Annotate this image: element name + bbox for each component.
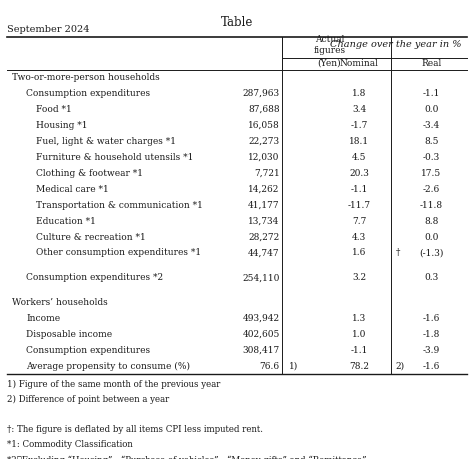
Text: Furniture & household utensils *1: Furniture & household utensils *1 [36, 153, 193, 162]
Text: 3.4: 3.4 [352, 105, 366, 114]
Text: 0.3: 0.3 [424, 273, 438, 282]
Text: Food *1: Food *1 [36, 105, 71, 114]
Text: Medical care *1: Medical care *1 [36, 185, 108, 194]
Text: 1.6: 1.6 [352, 248, 366, 257]
Text: 1): 1) [289, 362, 299, 370]
Text: 22,273: 22,273 [248, 137, 280, 146]
Text: Two-or-more-person households: Two-or-more-person households [12, 73, 160, 82]
Text: 12,030: 12,030 [248, 153, 280, 162]
Text: 1.0: 1.0 [352, 330, 366, 339]
Text: Income: Income [26, 314, 60, 323]
Text: †: The figure is deflated by all items CPI less imputed rent.: †: The figure is deflated by all items C… [7, 425, 263, 434]
Text: 287,963: 287,963 [243, 89, 280, 98]
Text: Nominal: Nominal [340, 59, 379, 68]
Text: Consumption expenditures: Consumption expenditures [26, 346, 150, 355]
Text: Actual
figures
(Yen): Actual figures (Yen) [313, 34, 346, 67]
Text: (-1.3): (-1.3) [419, 248, 444, 257]
Text: -3.9: -3.9 [423, 346, 440, 355]
Text: 16,058: 16,058 [248, 121, 280, 130]
Text: Consumption expenditures *2: Consumption expenditures *2 [26, 273, 163, 282]
Text: Transportation & communication *1: Transportation & communication *1 [36, 201, 202, 210]
Text: 4.3: 4.3 [352, 233, 366, 241]
Text: Workers’ households: Workers’ households [12, 298, 108, 307]
Text: 1.8: 1.8 [352, 89, 366, 98]
Text: 493,942: 493,942 [243, 314, 280, 323]
Text: 18.1: 18.1 [349, 137, 369, 146]
Text: 28,272: 28,272 [248, 233, 280, 241]
Text: *2：Excluding “Housing” , “Purchase of vehicles” , “Money gifts” and “Remittance”: *2：Excluding “Housing” , “Purchase of ve… [7, 455, 367, 459]
Text: 1) Figure of the same month of the previous year: 1) Figure of the same month of the previ… [7, 380, 220, 389]
Text: Real: Real [421, 59, 441, 68]
Text: 78.2: 78.2 [349, 362, 369, 370]
Text: Consumption expenditures: Consumption expenditures [26, 89, 150, 98]
Text: *1: Commodity Classification: *1: Commodity Classification [7, 440, 133, 449]
Text: Culture & recreation *1: Culture & recreation *1 [36, 233, 146, 241]
Text: -1.8: -1.8 [423, 330, 440, 339]
Text: 7,721: 7,721 [254, 169, 280, 178]
Text: 0.0: 0.0 [424, 105, 438, 114]
Text: -11.8: -11.8 [420, 201, 443, 210]
Text: 0.0: 0.0 [424, 233, 438, 241]
Text: Other consumption expenditures *1: Other consumption expenditures *1 [36, 248, 201, 257]
Text: 13,734: 13,734 [248, 217, 280, 226]
Text: -1.1: -1.1 [423, 89, 440, 98]
Text: 44,747: 44,747 [248, 248, 280, 257]
Text: 402,605: 402,605 [242, 330, 280, 339]
Text: -1.1: -1.1 [351, 346, 368, 355]
Text: 308,417: 308,417 [242, 346, 280, 355]
Text: 254,110: 254,110 [242, 273, 280, 282]
Text: Education *1: Education *1 [36, 217, 95, 226]
Text: -1.7: -1.7 [351, 121, 368, 130]
Text: 17.5: 17.5 [421, 169, 441, 178]
Text: 20.3: 20.3 [349, 169, 369, 178]
Text: 3.2: 3.2 [352, 273, 366, 282]
Text: 2): 2) [396, 362, 405, 370]
Text: 4.5: 4.5 [352, 153, 366, 162]
Text: 7.7: 7.7 [352, 217, 366, 226]
Text: Table: Table [221, 16, 253, 29]
Text: †: † [396, 248, 400, 257]
Text: -3.4: -3.4 [423, 121, 440, 130]
Text: 87,688: 87,688 [248, 105, 280, 114]
Text: 76.6: 76.6 [260, 362, 280, 370]
Text: Disposable income: Disposable income [26, 330, 112, 339]
Text: 14,262: 14,262 [248, 185, 280, 194]
Text: 8.8: 8.8 [424, 217, 438, 226]
Text: 2) Difference of point between a year: 2) Difference of point between a year [7, 395, 169, 404]
Text: 41,177: 41,177 [248, 201, 280, 210]
Text: Clothing & footwear *1: Clothing & footwear *1 [36, 169, 143, 178]
Text: Fuel, light & water charges *1: Fuel, light & water charges *1 [36, 137, 175, 146]
Text: Change over the year in %: Change over the year in % [329, 40, 461, 50]
Text: 1.3: 1.3 [352, 314, 366, 323]
Text: -2.6: -2.6 [423, 185, 440, 194]
Text: -1.1: -1.1 [351, 185, 368, 194]
Text: -11.7: -11.7 [348, 201, 371, 210]
Text: Housing *1: Housing *1 [36, 121, 87, 130]
Text: 8.5: 8.5 [424, 137, 438, 146]
Text: -1.6: -1.6 [423, 362, 440, 370]
Text: -1.6: -1.6 [423, 314, 440, 323]
Text: September 2024: September 2024 [7, 25, 90, 34]
Text: Average propensity to consume (%): Average propensity to consume (%) [26, 362, 190, 371]
Text: -0.3: -0.3 [423, 153, 440, 162]
